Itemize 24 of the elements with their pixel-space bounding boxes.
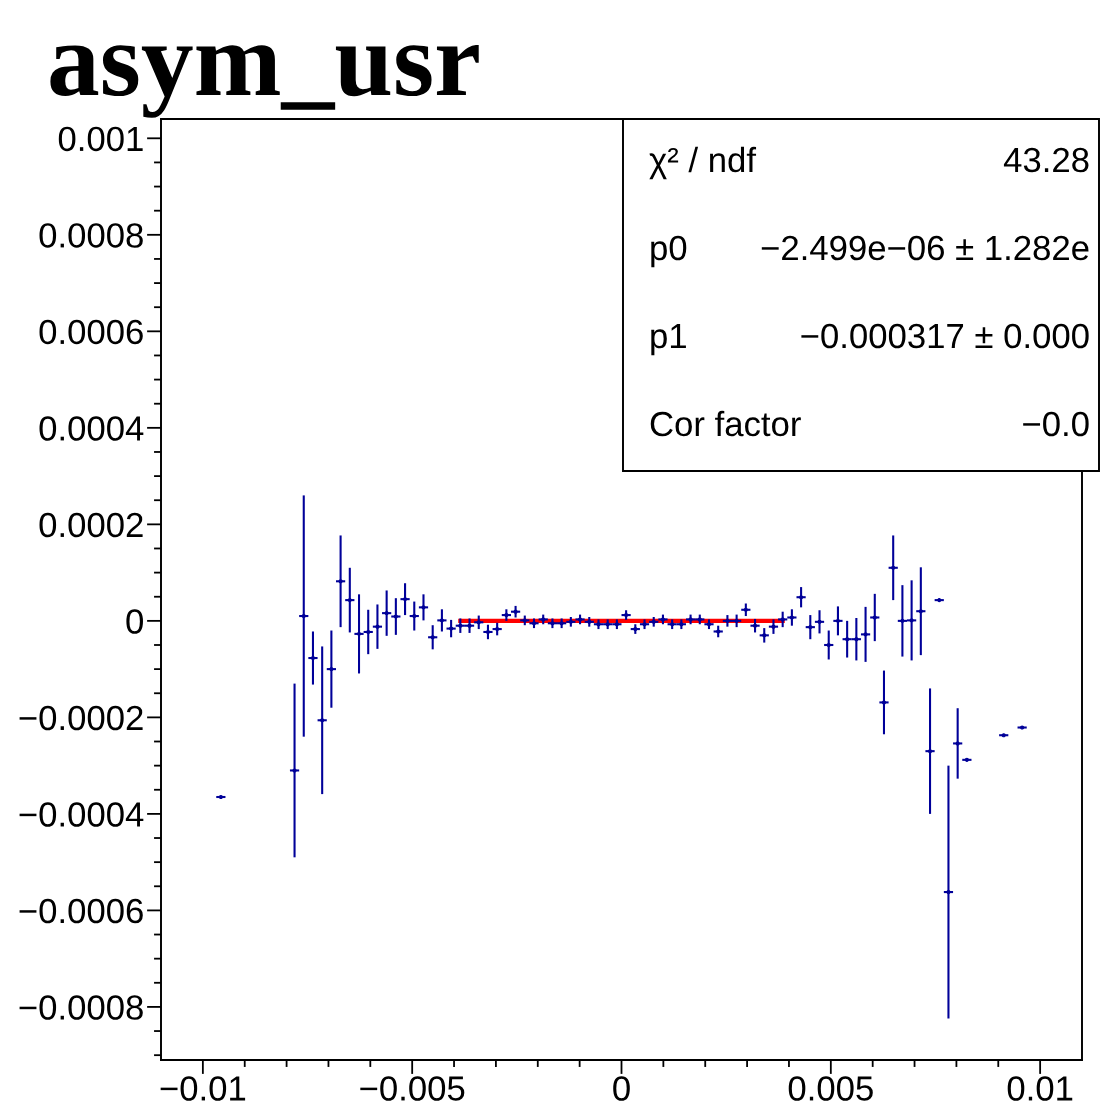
y-tick-label: 0: [126, 609, 143, 634]
annotation: −0.0: [1023, 411, 1089, 437]
y-tick-label: 0.0004: [39, 416, 144, 441]
y-tick-label: 0.0002: [39, 512, 143, 538]
y-tick-label: 0.001: [58, 126, 143, 152]
y-tick-label: 0.0008: [39, 223, 143, 248]
y-tick-label: −0.0008: [19, 995, 143, 1020]
annotation: −2.499e−06 ± 1.282e: [761, 235, 1089, 261]
x-tick-label: 0.005: [788, 1076, 873, 1101]
x-tick-label: −0.01: [160, 1076, 246, 1101]
y-tick-label: −0.0004: [19, 802, 144, 827]
annotation: χ² / ndf: [649, 146, 757, 180]
y-tick-label: −0.0002: [19, 705, 143, 731]
annotation: 43.28: [1003, 147, 1089, 173]
x-tick-label: −0.005: [360, 1076, 465, 1101]
y-tick-label: 0.0006: [39, 319, 143, 345]
annotation: Cor factor: [650, 410, 801, 437]
annotation: p1: [651, 324, 686, 356]
x-tick-label: 0.01: [1007, 1076, 1073, 1101]
chart-title: asym_usr: [50, 45, 479, 118]
x-tick-label: 0: [613, 1076, 630, 1101]
annotation: −0.000317 ± 0.000: [801, 323, 1089, 349]
annotation: p0: [651, 235, 687, 268]
y-tick-label: −0.0006: [19, 898, 143, 924]
